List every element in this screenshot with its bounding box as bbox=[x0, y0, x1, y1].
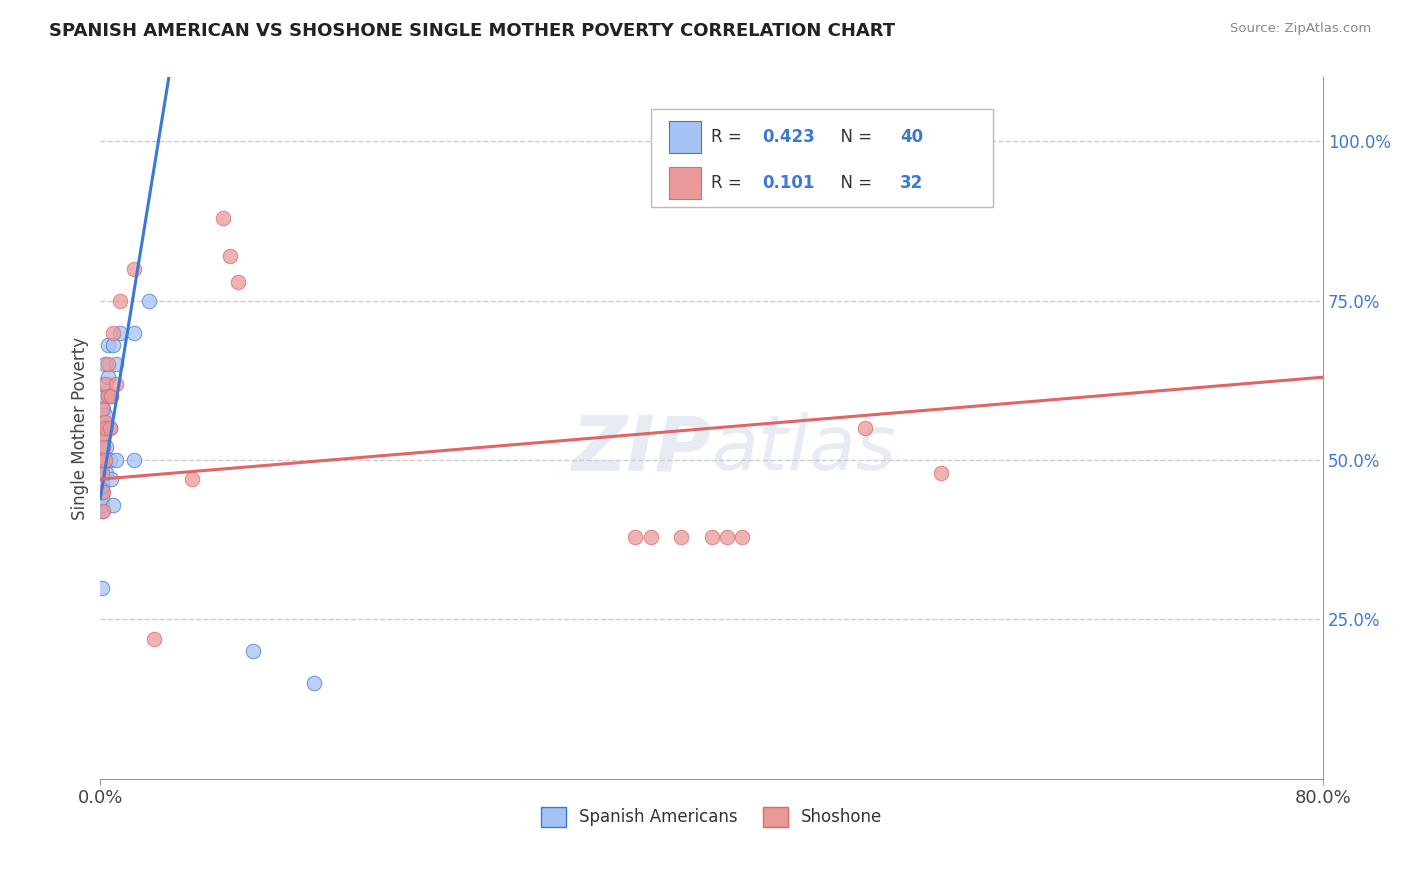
Text: Source: ZipAtlas.com: Source: ZipAtlas.com bbox=[1230, 22, 1371, 36]
Point bbox=[104, 376, 127, 391]
Point bbox=[101, 498, 124, 512]
Point bbox=[97, 389, 120, 403]
FancyBboxPatch shape bbox=[651, 109, 993, 207]
Point bbox=[90, 459, 112, 474]
FancyBboxPatch shape bbox=[669, 167, 700, 199]
Point bbox=[96, 440, 118, 454]
Point bbox=[142, 632, 165, 646]
Point bbox=[96, 421, 118, 435]
Point bbox=[98, 421, 121, 435]
Point bbox=[304, 676, 326, 690]
Point bbox=[90, 402, 112, 417]
Point bbox=[211, 211, 233, 225]
Point bbox=[97, 338, 120, 352]
Point bbox=[731, 530, 754, 544]
Point bbox=[929, 466, 952, 480]
Text: 40: 40 bbox=[900, 128, 924, 146]
Point bbox=[93, 434, 115, 448]
Text: 0.101: 0.101 bbox=[762, 174, 814, 192]
Point bbox=[93, 427, 115, 442]
Point bbox=[101, 326, 124, 340]
Point bbox=[90, 472, 112, 486]
Point bbox=[90, 453, 112, 467]
Point bbox=[90, 466, 112, 480]
FancyBboxPatch shape bbox=[669, 121, 700, 153]
Text: SPANISH AMERICAN VS SHOSHONE SINGLE MOTHER POVERTY CORRELATION CHART: SPANISH AMERICAN VS SHOSHONE SINGLE MOTH… bbox=[49, 22, 896, 40]
Point bbox=[90, 581, 112, 595]
Point bbox=[716, 530, 738, 544]
Point bbox=[90, 498, 112, 512]
Point bbox=[94, 415, 117, 429]
Point bbox=[110, 326, 132, 340]
Point bbox=[93, 440, 115, 454]
Point bbox=[90, 453, 112, 467]
Point bbox=[853, 421, 876, 435]
Point bbox=[624, 530, 647, 544]
Point bbox=[96, 466, 118, 480]
Text: 0.423: 0.423 bbox=[762, 128, 814, 146]
Point bbox=[94, 409, 117, 423]
Point bbox=[94, 453, 117, 467]
Point bbox=[93, 504, 115, 518]
Point bbox=[93, 440, 115, 454]
Point bbox=[90, 491, 112, 506]
Point bbox=[93, 389, 115, 403]
Point bbox=[138, 293, 160, 308]
Point bbox=[100, 389, 122, 403]
Point bbox=[101, 338, 124, 352]
Point bbox=[97, 358, 120, 372]
Point bbox=[98, 453, 121, 467]
Text: R =: R = bbox=[710, 128, 747, 146]
Point bbox=[669, 530, 692, 544]
Point bbox=[94, 421, 117, 435]
Point bbox=[90, 485, 112, 500]
Point bbox=[96, 376, 118, 391]
Point bbox=[122, 261, 145, 276]
Point bbox=[94, 358, 117, 372]
Point bbox=[122, 326, 145, 340]
Point bbox=[226, 275, 249, 289]
Point bbox=[100, 472, 122, 486]
Point bbox=[90, 427, 112, 442]
Point bbox=[104, 453, 127, 467]
Y-axis label: Single Mother Poverty: Single Mother Poverty bbox=[72, 336, 89, 520]
Point bbox=[94, 415, 117, 429]
Point bbox=[90, 478, 112, 492]
Point bbox=[90, 504, 112, 518]
Legend: Spanish Americans, Shoshone: Spanish Americans, Shoshone bbox=[534, 800, 889, 834]
Point bbox=[96, 453, 118, 467]
Point bbox=[122, 453, 145, 467]
Point bbox=[97, 370, 120, 384]
Text: N =: N = bbox=[831, 128, 877, 146]
Point bbox=[98, 421, 121, 435]
Point bbox=[181, 472, 204, 486]
Point bbox=[242, 644, 264, 658]
Point bbox=[219, 249, 242, 263]
Point bbox=[100, 389, 122, 403]
Point bbox=[700, 530, 723, 544]
Text: N =: N = bbox=[831, 174, 877, 192]
Text: ZIP: ZIP bbox=[572, 412, 711, 486]
Point bbox=[90, 466, 112, 480]
Point bbox=[97, 389, 120, 403]
Point bbox=[104, 358, 127, 372]
Text: R =: R = bbox=[710, 174, 747, 192]
Point bbox=[93, 402, 115, 417]
Text: 32: 32 bbox=[900, 174, 924, 192]
Point bbox=[110, 293, 132, 308]
Text: atlas: atlas bbox=[711, 412, 896, 486]
Point bbox=[640, 530, 662, 544]
Point bbox=[93, 376, 115, 391]
Point bbox=[93, 485, 115, 500]
